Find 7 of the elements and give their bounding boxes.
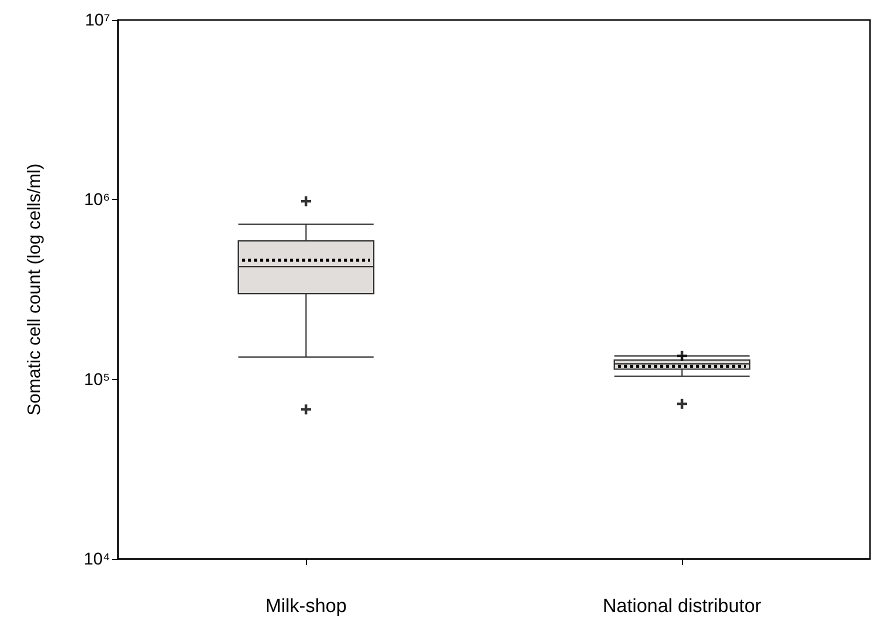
- y-tick-label: 10⁵: [84, 370, 110, 389]
- y-tick-label: 10⁷: [84, 10, 110, 30]
- y-axis-title: Somatic cell count (log cells/ml): [24, 163, 44, 416]
- x-tick-label: National distributor: [602, 596, 762, 617]
- x-tick-label: Milk-shop: [265, 596, 347, 617]
- y-tick-label: 10⁴: [84, 550, 110, 568]
- y-tick-label: 10⁶: [84, 190, 110, 210]
